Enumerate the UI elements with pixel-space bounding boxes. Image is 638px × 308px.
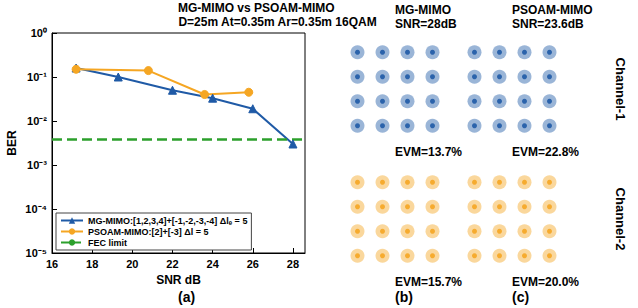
svg-text:10⁻²: 10⁻² <box>27 115 47 127</box>
svg-text:20: 20 <box>126 258 138 270</box>
svg-text:(b): (b) <box>395 289 413 305</box>
svg-text:16: 16 <box>46 258 58 270</box>
svg-text:(c): (c) <box>512 289 529 305</box>
svg-text:26: 26 <box>247 258 259 270</box>
svg-text:MG-MIMO vs PSOAM-MIMO: MG-MIMO vs PSOAM-MIMO <box>178 1 335 15</box>
svg-text:10⁰: 10⁰ <box>31 27 47 39</box>
svg-text:28: 28 <box>287 258 299 270</box>
svg-text:BER: BER <box>5 130 19 156</box>
svg-text:24: 24 <box>207 258 220 270</box>
svg-text:10⁻⁵: 10⁻⁵ <box>26 247 47 259</box>
svg-text:10⁻³: 10⁻³ <box>27 159 47 171</box>
svg-text:EVM=15.7%: EVM=15.7% <box>395 275 462 289</box>
svg-text:PSOAM-MIMO: PSOAM-MIMO <box>512 3 593 17</box>
svg-text:Channel-2: Channel-2 <box>613 188 628 251</box>
svg-text:EVM=13.7%: EVM=13.7% <box>395 145 462 159</box>
svg-text:Channel-1: Channel-1 <box>613 58 628 121</box>
svg-text:(a): (a) <box>178 289 195 305</box>
svg-text:MG-MIMO:[1,2,3,4]+[-1,-2,-3,-4: MG-MIMO:[1,2,3,4]+[-1,-2,-3,-4] Δlₑ = 5 <box>88 216 247 226</box>
svg-text:10⁻¹: 10⁻¹ <box>27 71 47 83</box>
svg-text:22: 22 <box>166 258 178 270</box>
svg-text:18: 18 <box>86 258 98 270</box>
svg-text:SNR=28dB: SNR=28dB <box>395 17 457 31</box>
svg-text:PSOAM-MIMO:[2]+[-3] Δl = 5: PSOAM-MIMO:[2]+[-3] Δl = 5 <box>88 227 208 237</box>
svg-text:EVM=22.8%: EVM=22.8% <box>512 145 579 159</box>
svg-text:MG-MIMO: MG-MIMO <box>395 3 451 17</box>
svg-text:EVM=20.0%: EVM=20.0% <box>512 275 579 289</box>
svg-text:D=25m At=0.35m Ar=0.35m 16QAM: D=25m At=0.35m Ar=0.35m 16QAM <box>178 15 376 29</box>
svg-text:10⁻⁴: 10⁻⁴ <box>25 203 47 215</box>
svg-text:SNR=23.6dB: SNR=23.6dB <box>512 17 584 31</box>
svg-text:FEC limit: FEC limit <box>88 238 127 248</box>
svg-text:SNR dB: SNR dB <box>156 273 201 287</box>
